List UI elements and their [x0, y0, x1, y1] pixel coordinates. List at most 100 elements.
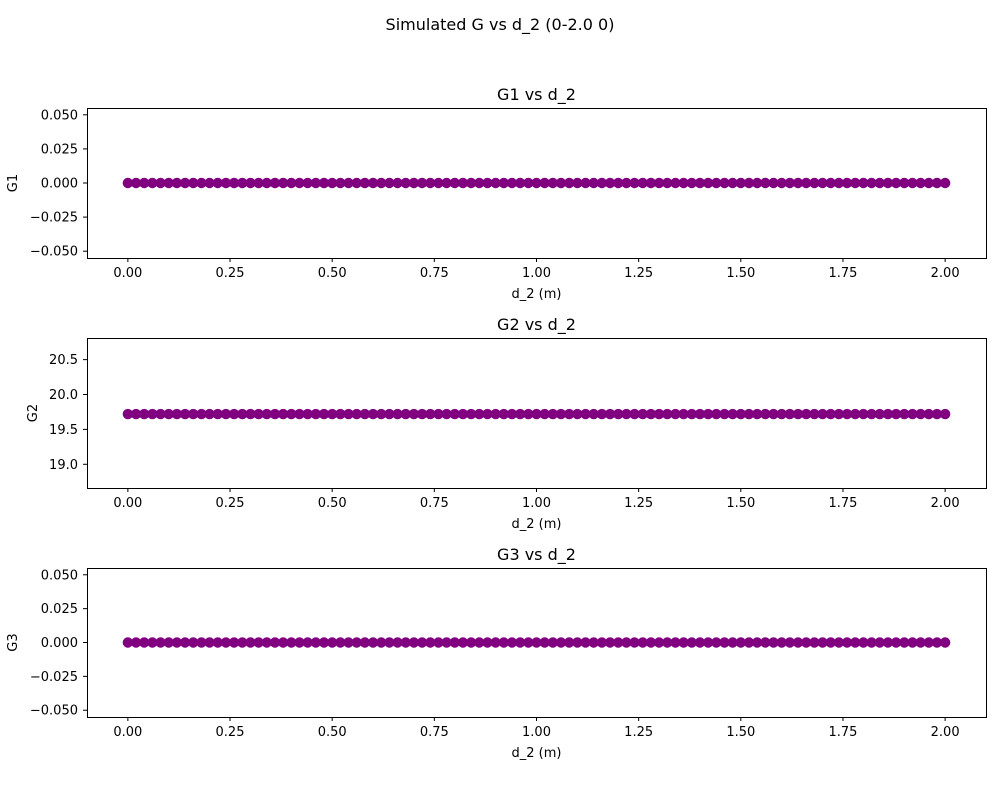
data-point — [408, 408, 420, 420]
data-point — [351, 637, 362, 648]
data-point — [359, 177, 371, 189]
data-point — [931, 637, 943, 648]
data-point — [482, 637, 493, 648]
data-point — [212, 177, 223, 189]
data-point — [694, 408, 706, 420]
data-point — [376, 177, 387, 189]
x-tick-label: 1.50 — [726, 725, 755, 740]
data-point — [531, 408, 542, 420]
data-point — [286, 637, 297, 648]
x-tick-label: 0.00 — [113, 725, 142, 740]
data-point — [155, 408, 166, 420]
x-tick-label: 0.75 — [420, 266, 449, 281]
data-point — [874, 637, 885, 648]
data-point — [400, 637, 411, 648]
x-tick-label: 1.00 — [522, 496, 551, 511]
data-point — [899, 637, 910, 648]
data-point — [277, 637, 289, 648]
x-tick-label: 1.75 — [829, 725, 858, 740]
data-point — [817, 177, 828, 189]
data-point — [735, 637, 747, 648]
data-point — [179, 177, 191, 189]
series-points — [122, 637, 951, 648]
data-point — [474, 177, 485, 189]
x-tick-label: 0.50 — [318, 496, 347, 511]
x-tick-label: 0.75 — [420, 725, 449, 740]
y-axis-label: G3 — [6, 633, 21, 651]
data-point — [310, 637, 322, 648]
data-point — [923, 177, 934, 189]
data-point — [776, 637, 787, 648]
subplot-3: 0.00 0.25 0.50 0.75 1.00 1.25 1.50 1.75 2.00 −0.0… — [6, 545, 987, 761]
data-point — [653, 637, 665, 648]
data-point — [670, 408, 681, 420]
data-point — [727, 637, 738, 648]
y-tick-label: 0.050 — [41, 108, 78, 123]
data-point — [261, 637, 272, 648]
data-point — [760, 637, 771, 648]
data-point — [228, 177, 240, 189]
x-axis-label: d_2 (m) — [512, 287, 562, 302]
data-point — [735, 408, 747, 420]
data-point — [188, 408, 199, 420]
data-point — [686, 637, 697, 648]
data-point — [792, 637, 804, 648]
data-point — [465, 408, 477, 420]
data-point — [711, 637, 722, 648]
data-point — [204, 408, 215, 420]
data-point — [874, 177, 885, 189]
data-point — [523, 408, 534, 420]
data-point — [416, 408, 428, 420]
data-point — [882, 177, 894, 189]
data-point — [147, 637, 158, 648]
data-point — [130, 637, 142, 648]
data-point — [449, 177, 460, 189]
data-point — [220, 408, 232, 420]
data-point — [245, 408, 256, 420]
x-tick-label: 1.75 — [829, 496, 858, 511]
data-point — [188, 637, 199, 648]
data-point — [637, 408, 648, 420]
data-point — [580, 408, 591, 420]
data-point — [621, 637, 632, 648]
data-point — [245, 637, 256, 648]
subplot-1: 0.00 0.25 0.50 0.75 1.00 1.25 1.50 1.75 2.00 −0.0… — [6, 85, 987, 302]
y-tick-label: 0.025 — [41, 602, 78, 617]
data-point — [686, 408, 697, 420]
data-point — [841, 408, 853, 420]
data-point — [179, 408, 191, 420]
data-point — [392, 177, 403, 189]
data-point — [776, 177, 787, 189]
data-point — [384, 637, 395, 648]
data-point — [563, 637, 575, 648]
x-tick-label: 1.00 — [522, 266, 551, 281]
data-point — [433, 177, 444, 189]
data-point — [335, 177, 346, 189]
data-point — [809, 177, 820, 189]
data-point — [809, 408, 820, 420]
data-point — [514, 637, 526, 648]
data-point — [580, 637, 591, 648]
data-point — [678, 637, 689, 648]
subplot-title: G3 vs d_2 — [497, 545, 576, 565]
data-point — [801, 408, 812, 420]
x-tick-label: 2.00 — [931, 266, 960, 281]
data-point — [212, 637, 223, 648]
data-point — [637, 177, 648, 189]
data-point — [572, 637, 583, 648]
data-point — [188, 177, 199, 189]
data-point — [743, 177, 755, 189]
y-tick-label: −0.025 — [30, 211, 78, 226]
data-point — [637, 637, 648, 648]
data-point — [122, 637, 134, 648]
data-point — [604, 177, 616, 189]
data-point — [425, 177, 436, 189]
data-point — [931, 177, 943, 189]
data-point — [425, 408, 436, 420]
data-point — [858, 177, 869, 189]
data-point — [130, 177, 142, 189]
data-point — [694, 177, 706, 189]
data-point — [220, 637, 232, 648]
